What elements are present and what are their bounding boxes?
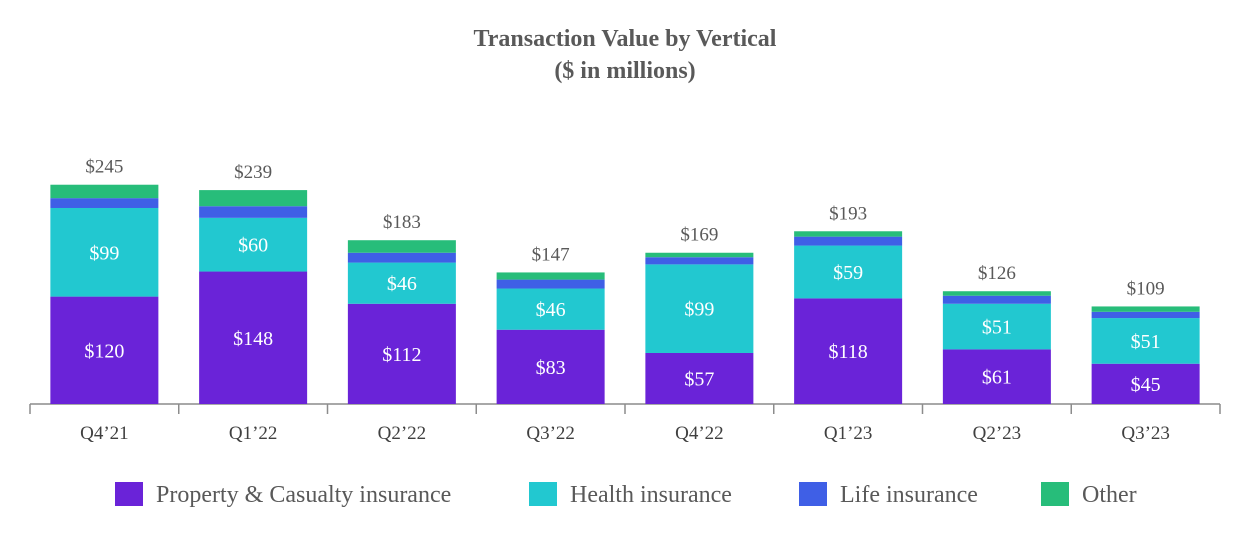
bar-segment-other: [794, 231, 903, 237]
legend-swatch: [529, 482, 557, 506]
bar-value-label: $60: [238, 235, 268, 257]
bar-segment-property-casualty-insurance: [496, 329, 605, 404]
bar-value-label: $118: [828, 341, 867, 363]
bar-segment-property-casualty-insurance: [645, 352, 754, 404]
x-tick-label: Q2’23: [973, 423, 1022, 444]
bar-segment-property-casualty-insurance: [794, 298, 903, 404]
x-tick-label: Q3’23: [1121, 423, 1170, 444]
bar-segment-life-insurance: [1091, 311, 1200, 319]
bar-value-label: $45: [1131, 374, 1161, 396]
bar-segment-life-insurance: [645, 257, 754, 265]
bar-value-label: $112: [382, 344, 421, 366]
legend-label: Other: [1082, 482, 1137, 508]
chart-subtitle: ($ in millions): [554, 58, 696, 84]
bar-value-label: $46: [536, 299, 566, 321]
bar-segment-life-insurance: [794, 236, 903, 246]
bar-segment-other: [1091, 306, 1200, 312]
bar-segment-health-insurance: [794, 245, 903, 299]
bar-segment-life-insurance: [942, 295, 1051, 304]
bar-segment-other: [496, 272, 605, 280]
bar-total-label: $245: [85, 157, 123, 178]
legend-swatch: [1041, 482, 1069, 506]
bar-segment-property-casualty-insurance: [347, 303, 456, 404]
bar-segment-other: [50, 184, 159, 199]
bar-value-label: $99: [684, 299, 714, 321]
bar-segment-property-casualty-insurance: [942, 349, 1051, 404]
x-tick-label: Q3’22: [526, 423, 575, 444]
bar-value-label: $61: [982, 367, 1012, 389]
bar-segment-other: [942, 291, 1051, 296]
x-tick-label: Q2’22: [378, 423, 427, 444]
bar-segment-life-insurance: [347, 252, 456, 263]
bar-total-label: $193: [829, 203, 867, 224]
legend-label: Property & Casualty insurance: [156, 482, 451, 508]
bar-segment-other: [347, 240, 456, 253]
bar-segment-life-insurance: [496, 279, 605, 289]
bar-value-label: $148: [233, 328, 273, 350]
bar-segment-health-insurance: [199, 217, 308, 272]
x-tick-label: Q4’22: [675, 423, 724, 444]
bar-segment-other: [199, 190, 308, 207]
bar-value-label: $57: [684, 368, 714, 390]
bar-segment-health-insurance: [496, 288, 605, 330]
bar-segment-property-casualty-insurance: [1091, 363, 1200, 404]
bar-total-label: $126: [978, 263, 1016, 284]
bar-segment-health-insurance: [50, 207, 159, 297]
bar-segment-property-casualty-insurance: [50, 296, 159, 404]
bar-total-label: $169: [680, 225, 718, 246]
bar-value-label: $59: [833, 262, 863, 284]
legend-swatch: [799, 482, 827, 506]
legend-label: Life insurance: [840, 482, 978, 508]
bar-segment-other: [645, 252, 754, 258]
bar-segment-health-insurance: [347, 262, 456, 304]
x-tick-label: Q4’21: [80, 423, 129, 444]
bar-value-label: $99: [89, 242, 119, 264]
bar-segment-health-insurance: [942, 303, 1051, 350]
bar-value-label: $51: [1131, 331, 1161, 353]
legend-swatch: [115, 482, 143, 506]
bar-total-label: $109: [1127, 278, 1165, 299]
bar-segment-health-insurance: [1091, 318, 1200, 364]
bar-total-label: $147: [532, 244, 570, 265]
bar-total-label: $183: [383, 212, 421, 233]
legend-label: Health insurance: [570, 482, 732, 508]
bar-value-label: $46: [387, 273, 417, 295]
x-tick-label: Q1’23: [824, 423, 873, 444]
bar-segment-property-casualty-insurance: [199, 271, 308, 404]
bar-value-label: $51: [982, 317, 1012, 339]
x-tick-label: Q1’22: [229, 423, 278, 444]
bar-value-label: $120: [84, 340, 124, 362]
bar-segment-life-insurance: [50, 198, 159, 208]
bar-total-label: $239: [234, 162, 272, 183]
bar-segment-health-insurance: [645, 264, 754, 353]
chart-title: Transaction Value by Vertical: [473, 26, 777, 52]
bar-segment-life-insurance: [199, 206, 308, 218]
bar-value-label: $83: [536, 357, 566, 379]
